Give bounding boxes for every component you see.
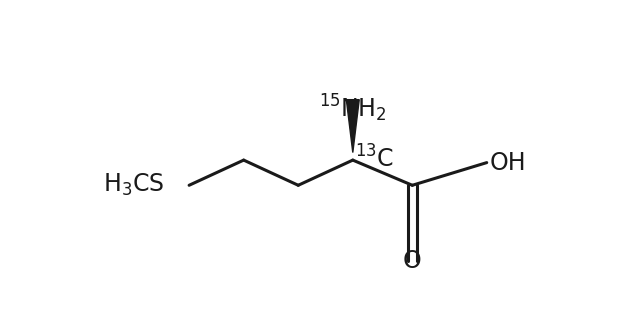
Polygon shape — [346, 100, 359, 152]
Text: $^{13}$C: $^{13}$C — [355, 145, 394, 172]
Text: $^{15}$NH$_2$: $^{15}$NH$_2$ — [319, 92, 387, 124]
Text: O: O — [403, 250, 422, 273]
Text: OH: OH — [489, 151, 526, 175]
Text: H$_3$CS: H$_3$CS — [103, 172, 164, 198]
